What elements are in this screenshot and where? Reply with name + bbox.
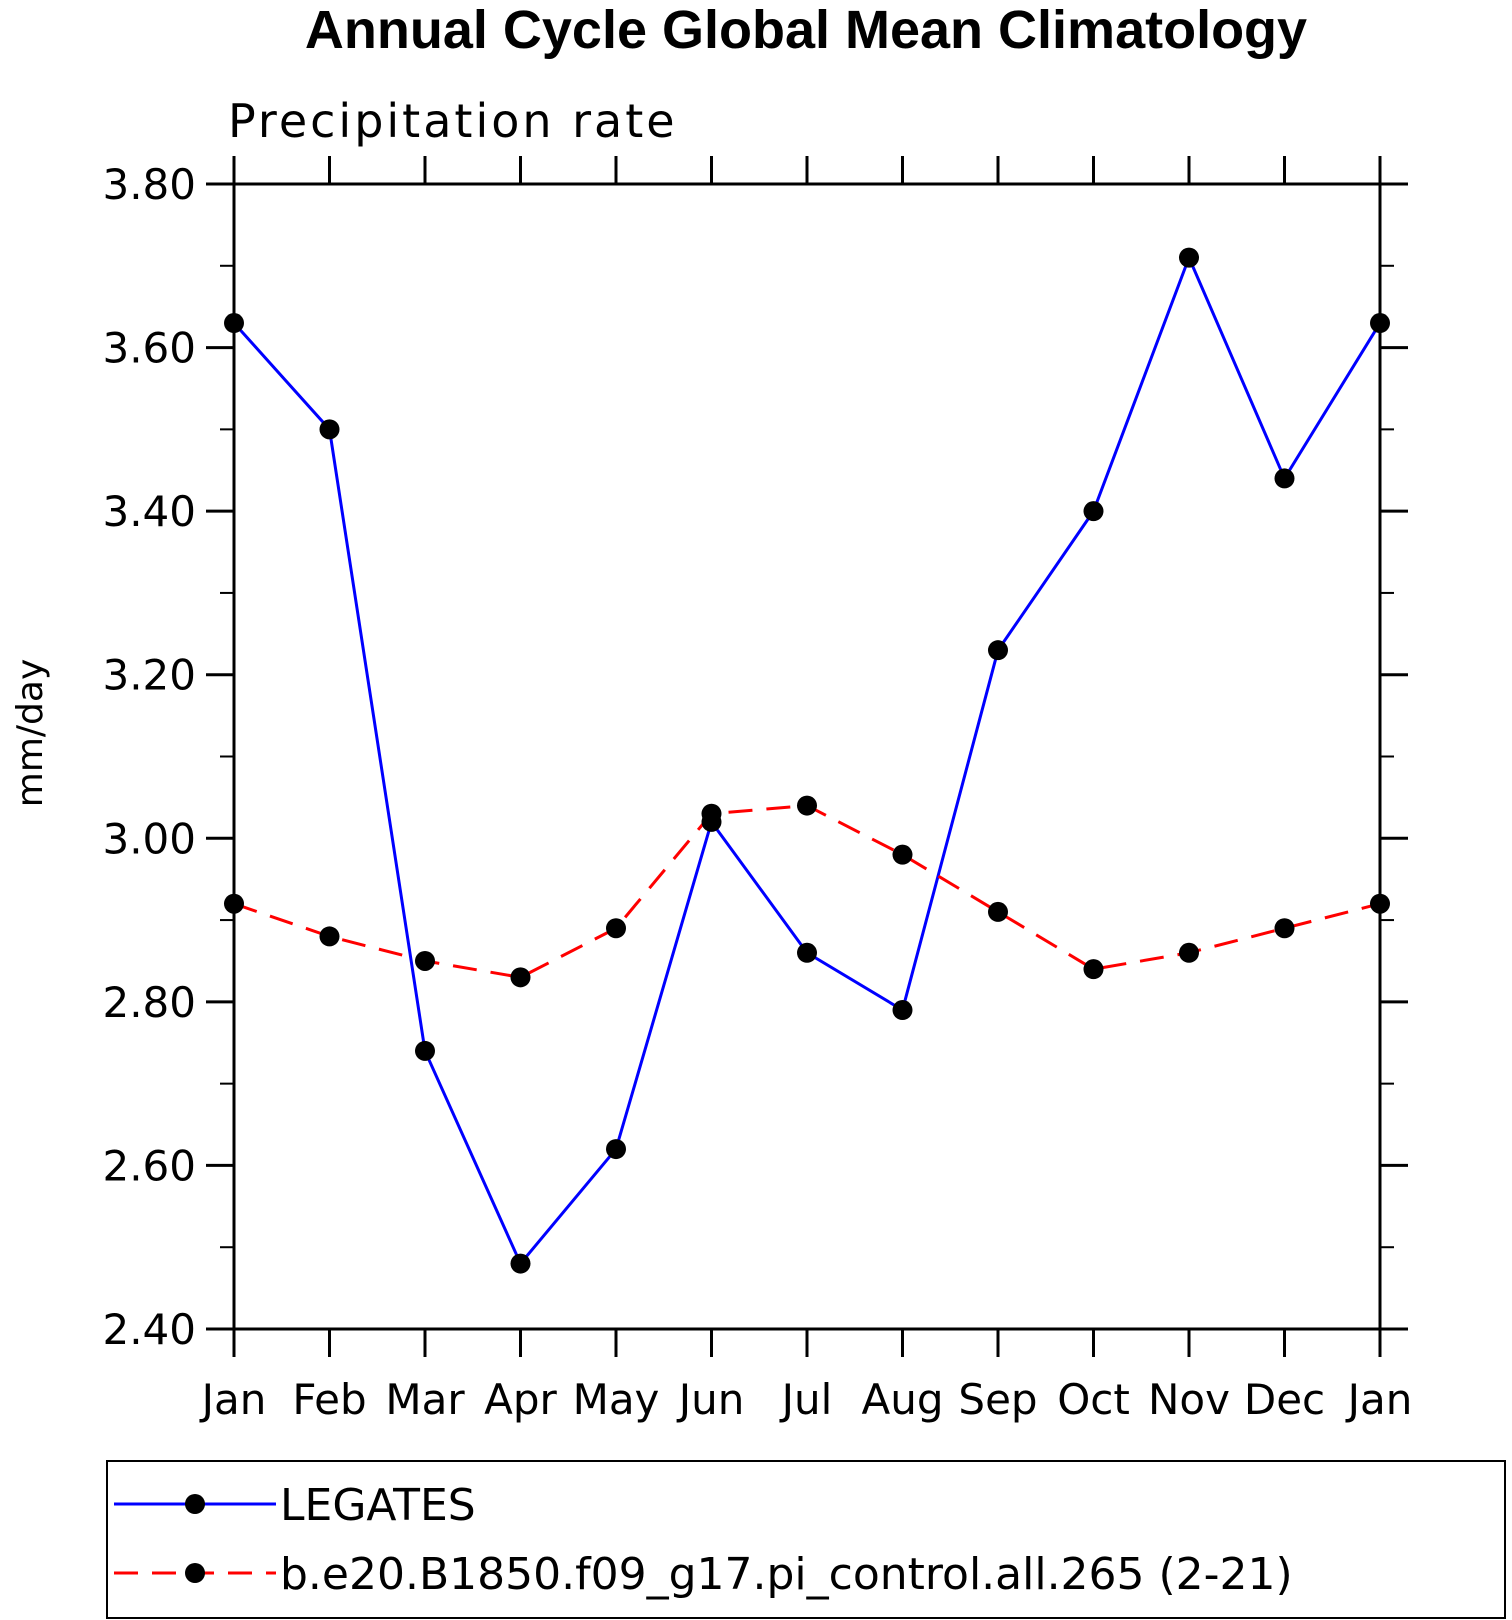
- x-tick-label: Jun: [676, 1375, 745, 1424]
- x-tick-label: Feb: [292, 1375, 366, 1424]
- data-point-series-2: [1274, 918, 1295, 939]
- data-point-series-1: [1274, 468, 1295, 489]
- y-tick-label: 3.60: [102, 324, 196, 373]
- data-point-series-2: [1083, 959, 1104, 980]
- data-point-series-1: [797, 942, 817, 963]
- y-tick-label: 3.00: [102, 814, 196, 863]
- y-tick-label: 2.40: [102, 1305, 196, 1354]
- legend-marker-2: [185, 1563, 205, 1583]
- data-point-series-2: [510, 967, 531, 988]
- chart-title: Annual Cycle Global Mean Climatology: [305, 0, 1307, 60]
- legend-label-2: b.e20.B1850.f09_g17.pi_control.all.265 (…: [280, 1549, 1293, 1600]
- x-tick-label: Aug: [861, 1375, 943, 1424]
- chart-subtitle: Precipitation rate: [228, 94, 678, 148]
- data-point-series-1: [1179, 247, 1199, 268]
- x-tick-label: Dec: [1244, 1375, 1325, 1424]
- y-tick-label: 3.80: [102, 160, 196, 209]
- data-point-series-1: [1370, 313, 1390, 334]
- legend-label-1: LEGATES: [280, 1480, 476, 1531]
- x-tick-label: Jan: [199, 1375, 267, 1424]
- x-tick-label: Mar: [385, 1375, 465, 1424]
- y-axis-label: mm/day: [10, 659, 51, 807]
- data-point-series-2: [319, 926, 340, 947]
- x-tick-label: Apr: [484, 1375, 557, 1424]
- y-tick-label: 2.80: [102, 978, 196, 1027]
- data-point-series-2: [1370, 893, 1390, 914]
- data-point-series-2: [892, 844, 913, 865]
- series-line-1: [232, 253, 1382, 1267]
- x-tick-label: Nov: [1148, 1375, 1230, 1424]
- series-layer: [224, 247, 1390, 1274]
- data-point-series-2: [224, 893, 244, 914]
- x-tick-label: Sep: [958, 1375, 1037, 1424]
- data-point-series-2: [415, 950, 435, 971]
- data-point-series-1: [606, 1139, 626, 1160]
- legend: LEGATES b.e20.B1850.f09_g17.pi_control.al…: [106, 1460, 1506, 1619]
- x-tick-label: Jan: [1345, 1375, 1413, 1424]
- data-point-series-1: [224, 313, 244, 334]
- data-point-series-2: [797, 795, 817, 816]
- data-point-series-1: [510, 1253, 531, 1274]
- data-point-series-1: [1083, 501, 1104, 522]
- data-point-series-2: [1179, 942, 1199, 963]
- data-point-series-1: [988, 640, 1008, 661]
- x-tick-label: Oct: [1057, 1375, 1130, 1424]
- data-point-series-1: [415, 1040, 435, 1061]
- data-point-series-2: [606, 918, 626, 939]
- legend-marker-1: [185, 1494, 205, 1514]
- y-tick-label: 2.60: [102, 1141, 196, 1190]
- y-tick-label: 3.40: [102, 487, 196, 536]
- legend-box: [106, 1460, 1506, 1619]
- axis-ticks: 2.40 2.60 2.80 3.00 3.20 3.40 3.60 3.80 Jan Feb Ma…: [102, 156, 1412, 1424]
- data-point-series-2: [701, 803, 722, 824]
- x-tick-label: Jul: [779, 1375, 833, 1424]
- data-point-series-1: [892, 1000, 913, 1021]
- y-tick-label: 3.20: [102, 651, 196, 700]
- x-tick-label: May: [573, 1375, 660, 1424]
- plot-frame: [232, 182, 1382, 1331]
- data-point-series-1: [319, 419, 340, 440]
- data-point-series-2: [988, 901, 1008, 922]
